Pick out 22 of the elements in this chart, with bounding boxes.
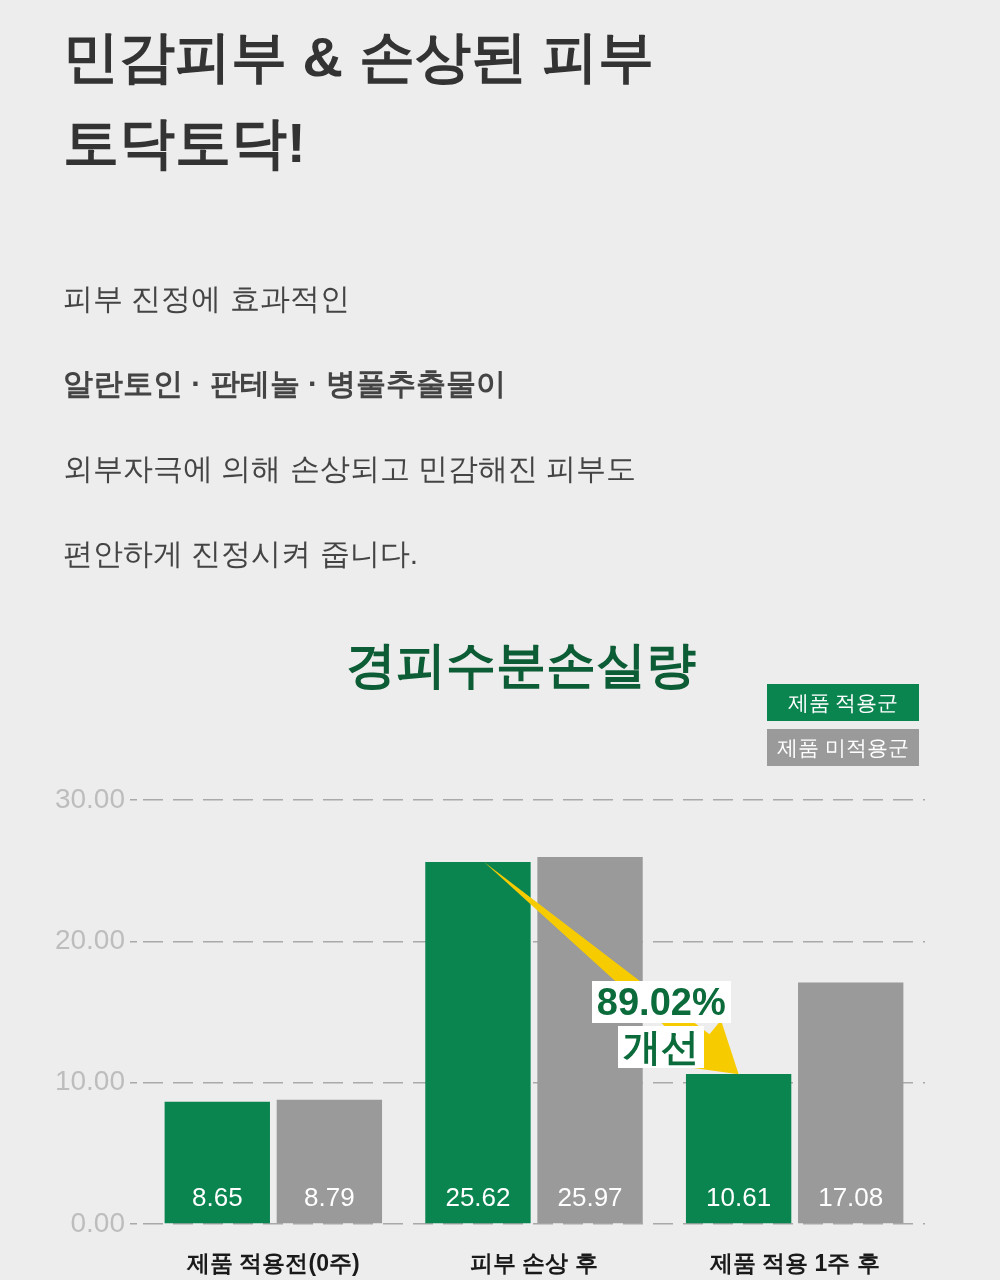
bar	[798, 982, 904, 1224]
text: 제품 미적용군	[767, 729, 919, 766]
text: 외부자극에 의해 손상되고 민감해진 피부도	[63, 451, 638, 487]
bar	[276, 1099, 383, 1224]
data-label: 25.62	[445, 1182, 511, 1213]
chart-title: 경피수분손실량	[346, 637, 696, 693]
x-tick-label: 피부 손상 후	[470, 1250, 598, 1277]
bar	[164, 1101, 270, 1224]
data-label: 8.79	[304, 1182, 355, 1213]
x-tick-label: 제품 적용 1주 후	[708, 1250, 880, 1277]
data-label: 10.61	[706, 1182, 772, 1213]
text: 편안하게 진정시켜 줍니다.	[63, 536, 419, 572]
data-label: 8.65	[191, 1182, 243, 1213]
text: 민감피부 & 손상된 피부	[63, 24, 656, 90]
annotation: 89.02% 개선	[595, 980, 727, 1068]
text: 알란토인 · 판테놀 · 병풀추출물이	[63, 366, 508, 402]
x-tick-label: 제품 적용전(0주)	[186, 1250, 360, 1277]
text: 피부 진정에 효과적인	[63, 281, 351, 317]
data-label: 17.08	[818, 1182, 884, 1213]
text: 제품 적용군	[767, 684, 919, 721]
text: 토닥토닥!	[63, 110, 307, 176]
data-label: 25.97	[557, 1182, 623, 1213]
